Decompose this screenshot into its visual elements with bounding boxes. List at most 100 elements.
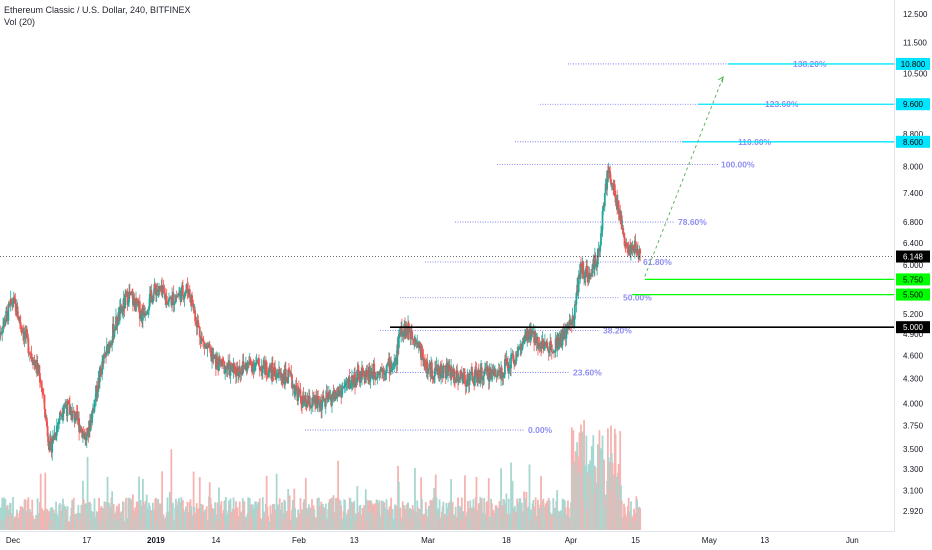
level-price-tag (896, 98, 930, 111)
candle-body (402, 332, 405, 337)
candle-body (345, 382, 348, 385)
volume-bar (534, 497, 537, 530)
candle-body (46, 425, 49, 437)
price-axis[interactable]: 12.500 11.500 10.500 9.600 8.800 8.000 7.400 6.… (903, 10, 928, 516)
candle-body (609, 171, 612, 179)
candle-body (367, 377, 369, 379)
candle-body (595, 261, 598, 267)
volume-bar (2, 497, 5, 530)
candle-body (626, 243, 629, 247)
candle-body (102, 355, 105, 364)
volume-bar (552, 498, 555, 530)
candle-body (507, 368, 510, 372)
candle-body (462, 373, 465, 383)
time-tick-label: Dec (6, 536, 20, 545)
candle-body (371, 370, 373, 376)
candle-body (9, 304, 11, 305)
time-axis[interactable]: Dec 17 2019 14 Feb 13 Mar 18 Apr 15 May 13 Jun (6, 536, 859, 545)
candle-body (331, 398, 333, 406)
candle-body (202, 339, 205, 342)
candle-body (469, 373, 472, 375)
volume-bar (140, 505, 143, 530)
candle-body (471, 372, 474, 382)
candle-body (45, 417, 48, 426)
candle-body (323, 398, 326, 401)
volume-bar (544, 503, 547, 530)
candle-body (548, 350, 551, 354)
candle-body (550, 340, 552, 345)
candle-body (41, 387, 44, 393)
candle-body (95, 385, 98, 397)
fib-level-label: 100.00% (721, 159, 755, 169)
candle-body (218, 356, 220, 371)
volume-bar (361, 507, 364, 530)
volume-bar (238, 501, 241, 530)
candle-body (227, 362, 230, 369)
candle-body (253, 366, 256, 371)
candle-body (610, 178, 612, 185)
candle-body (463, 373, 466, 375)
volume-bar (12, 496, 14, 530)
volume-bar (168, 492, 171, 530)
candle-body (351, 375, 354, 386)
volume-bar (135, 501, 138, 530)
candle-body (178, 292, 180, 297)
candle-body (535, 340, 538, 344)
volume-bar (205, 506, 208, 530)
candle-body (352, 383, 355, 386)
candle-body (477, 370, 480, 377)
candle-body (211, 355, 213, 362)
candle-body (530, 330, 532, 341)
fib-level-label: 50.00% (623, 293, 652, 303)
candle-body (496, 376, 499, 377)
candle-body (19, 316, 21, 323)
volume-bar (202, 511, 205, 530)
candle-body (311, 397, 314, 407)
projection-arrow[interactable] (644, 76, 724, 277)
candle-body (73, 411, 76, 422)
levels-layer (0, 63, 894, 328)
candle-body (632, 246, 635, 249)
price-tick-label: 3.500 (903, 445, 924, 454)
candle-body (448, 364, 451, 372)
candle-body (173, 303, 176, 306)
candle-body (424, 359, 426, 369)
candle-body (297, 388, 300, 401)
candle-body (93, 399, 96, 412)
candle-body (468, 374, 471, 385)
candle-body (392, 364, 395, 368)
candle-body (231, 364, 233, 372)
candle-body (229, 364, 232, 376)
volume-bar (93, 498, 96, 530)
time-tick-label: 13 (350, 536, 359, 545)
candle-body (295, 385, 298, 390)
candle-body (271, 362, 274, 374)
volume-bar (77, 504, 80, 530)
candle-body (268, 371, 270, 378)
candle-body (620, 215, 623, 230)
candle-body (374, 375, 376, 380)
candle-body (534, 332, 537, 344)
candle-body (430, 362, 433, 376)
candle-body (224, 369, 227, 374)
price-tick-label: 6.000 (903, 261, 924, 270)
volume-bar (450, 479, 452, 530)
volume-bar (636, 507, 639, 530)
volume-bar (433, 487, 436, 530)
candle-body (42, 392, 44, 395)
candle-body (148, 294, 151, 307)
candle-body (200, 337, 203, 344)
candle-body (510, 354, 512, 369)
candle-body (63, 405, 66, 407)
candle-body (192, 304, 195, 311)
candle-body (293, 384, 296, 395)
candle-body (563, 331, 565, 340)
candle-body (180, 287, 183, 303)
volume-bar (507, 498, 510, 530)
level-price-tag (896, 288, 930, 301)
volume-bar (150, 510, 153, 530)
projection-arrowhead (717, 75, 724, 83)
volume-bar (303, 499, 306, 530)
candle-body (146, 310, 149, 314)
